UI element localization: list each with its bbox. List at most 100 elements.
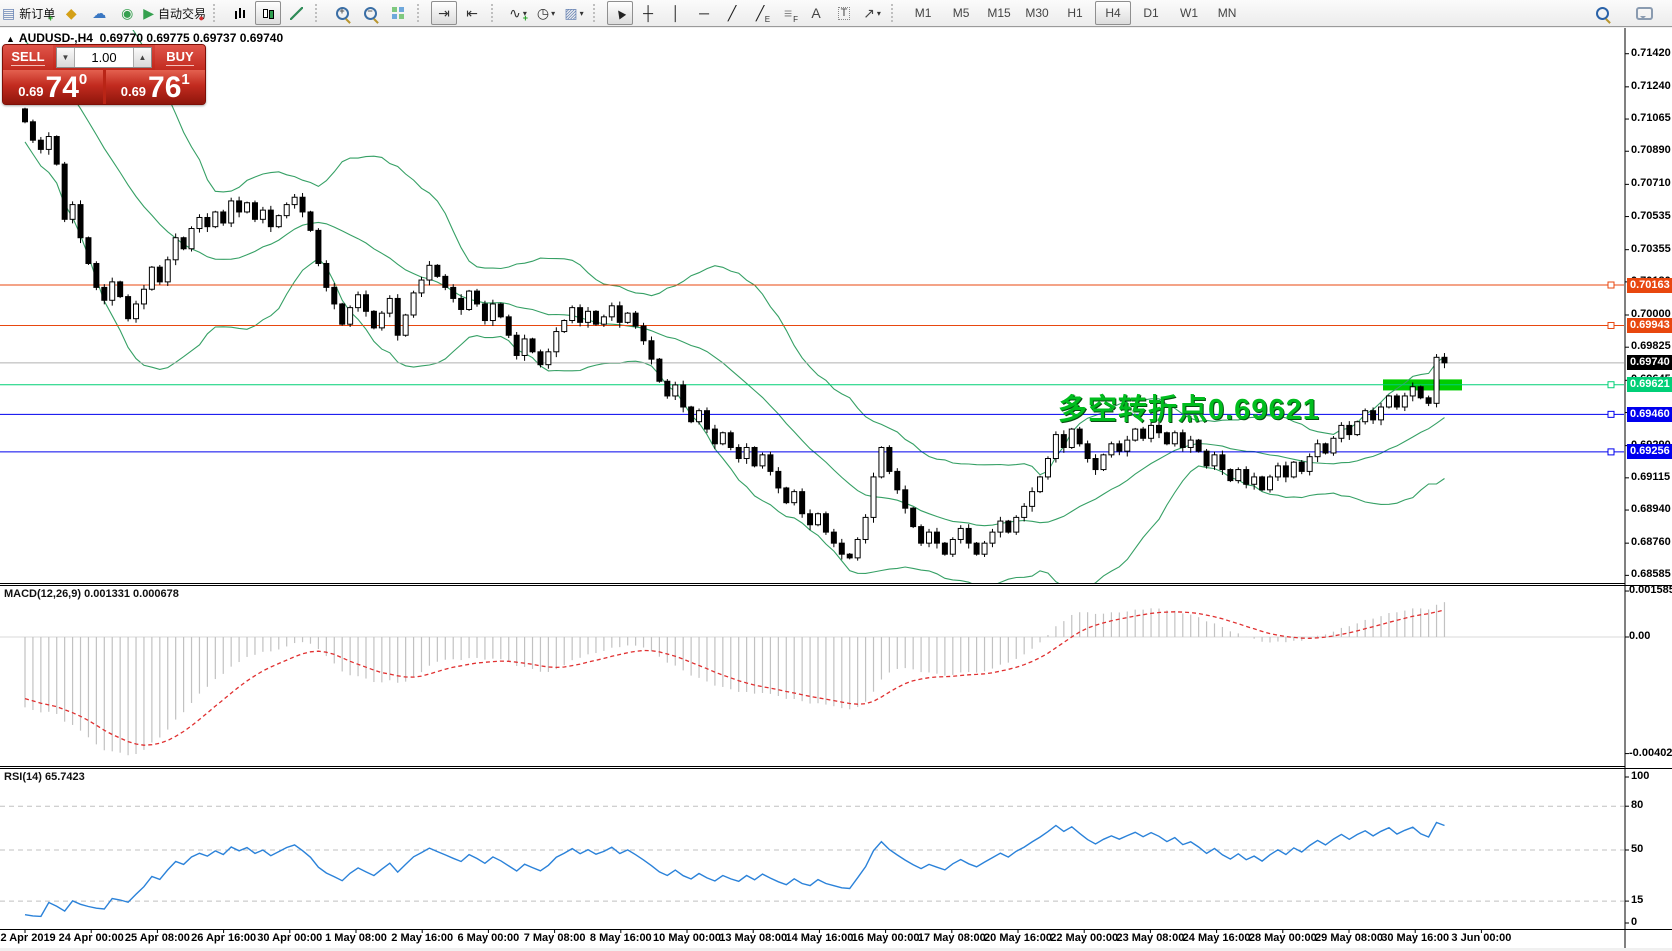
indicators-button[interactable]: ∿ + ▾: [505, 1, 531, 25]
tf-m15[interactable]: M15: [987, 6, 1011, 20]
candle: [592, 310, 599, 325]
indicators-icon: ∿: [509, 5, 521, 21]
vertical-line-icon: │: [671, 5, 681, 21]
cursor-button[interactable]: ▲: [607, 1, 634, 25]
zoom-out-button[interactable]: −: [357, 1, 383, 25]
crosshair-button[interactable]: ┼: [635, 1, 661, 25]
tf-m30[interactable]: M30: [1025, 6, 1049, 20]
zoom-in-button[interactable]: +: [329, 1, 355, 25]
sell-price[interactable]: 0.69 74 0: [3, 70, 103, 104]
fibonacci-button[interactable]: ≡ F: [783, 5, 799, 24]
candle: [323, 262, 330, 288]
vertical-line-button[interactable]: │: [663, 1, 689, 25]
tile-windows-button[interactable]: [385, 1, 411, 25]
rsi-axis-label: 0: [1631, 916, 1638, 928]
candle: [735, 446, 742, 460]
arrows-button[interactable]: ↗ ▾: [859, 1, 885, 25]
candle: [442, 275, 449, 288]
bar-chart-button[interactable]: [227, 1, 253, 25]
volume-increase-button[interactable]: ▲: [133, 48, 151, 67]
chart-area[interactable]: 0.71420 0.71240 0.71065 0.70890 0.70710 0.705…: [0, 28, 1672, 948]
candle: [1243, 469, 1250, 485]
candle: [1354, 421, 1361, 436]
community-button[interactable]: ☁: [86, 1, 112, 25]
candle: [101, 286, 108, 301]
text-label-button[interactable]: T: [831, 1, 857, 25]
chart-shift-icon: ⇤: [466, 5, 478, 21]
candle: [196, 216, 203, 230]
candle: [648, 340, 655, 360]
tf-m1[interactable]: M1: [914, 6, 932, 20]
candle: [553, 331, 560, 353]
candle: [339, 303, 346, 325]
new-order-button[interactable]: ▤ + 新订单: [1, 1, 56, 25]
time-axis-label: 22 Apr 2019: [0, 932, 56, 944]
time-axis-label: 8 May 16:00: [589, 932, 652, 944]
candle: [1441, 356, 1448, 364]
periods-button[interactable]: ◷ ▾: [533, 1, 559, 25]
gold-button[interactable]: ◆: [58, 1, 84, 25]
panel-collapse-icon[interactable]: ▲: [6, 34, 15, 44]
candle: [1037, 476, 1044, 493]
candle: [85, 237, 92, 264]
candle: [188, 228, 195, 250]
level-badge-70163: 0.70163: [1627, 277, 1672, 293]
line-chart-button[interactable]: [283, 1, 309, 25]
candle: [156, 266, 163, 283]
candle: [941, 542, 948, 555]
hline-anchor[interactable]: [1607, 281, 1615, 289]
hline-anchor[interactable]: [1607, 448, 1615, 456]
tf-h4[interactable]: H4: [1095, 1, 1132, 25]
candle: [1203, 450, 1210, 467]
search-button[interactable]: [1589, 1, 1615, 25]
candle: [949, 538, 956, 555]
channel-button[interactable]: ╱ E: [755, 5, 771, 24]
price-tick-label: 0.68585: [1631, 568, 1671, 581]
volume-decrease-button[interactable]: ▼: [57, 48, 75, 67]
chart-overlay: 0.71420 0.71240 0.71065 0.70890 0.70710 0.705…: [0, 28, 1672, 948]
chart-canvas[interactable]: [0, 28, 1672, 948]
candle: [1235, 469, 1242, 482]
candle: [1306, 456, 1313, 472]
tf-m5[interactable]: M5: [952, 6, 970, 20]
candle: [109, 281, 116, 301]
chat-button[interactable]: [1631, 1, 1657, 25]
candle: [759, 454, 766, 467]
hline-anchor[interactable]: [1607, 321, 1615, 329]
autotrade-button[interactable]: ▶ ● 自动交易: [142, 1, 207, 25]
candle: [1021, 505, 1028, 518]
auto-scroll-button[interactable]: ⇥: [431, 1, 458, 25]
sell-button[interactable]: SELL: [3, 45, 53, 70]
text-button[interactable]: A: [803, 1, 829, 25]
templates-button[interactable]: ▨ ▾: [561, 1, 587, 25]
autotrade-button-label: 自动交易: [158, 6, 207, 21]
volume-input[interactable]: [75, 49, 133, 66]
candle: [711, 428, 718, 445]
price-tick-label: 0.69115: [1631, 470, 1671, 483]
candle: [783, 487, 790, 504]
candle: [291, 196, 298, 206]
tf-d1[interactable]: D1: [1143, 6, 1159, 20]
tf-mn[interactable]: MN: [1217, 6, 1237, 20]
candle: [656, 358, 663, 382]
tf-h1[interactable]: H1: [1067, 6, 1083, 20]
bollinger-middle: [24, 40, 1445, 527]
hline-anchor[interactable]: [1607, 381, 1615, 389]
candle: [1140, 428, 1147, 439]
trendline-button[interactable]: ╱: [719, 1, 745, 25]
chart-shift-button[interactable]: ⇤: [459, 1, 485, 25]
tf-w1[interactable]: W1: [1180, 6, 1199, 20]
horizontal-line-button[interactable]: ─: [691, 1, 717, 25]
buy-price[interactable]: 0.69 76 1: [105, 70, 205, 104]
candlestick-button[interactable]: [255, 1, 282, 25]
buy-button[interactable]: BUY: [155, 45, 205, 70]
text-icon: A: [811, 5, 821, 21]
candle: [1148, 424, 1155, 439]
hline-anchor[interactable]: [1607, 410, 1615, 418]
signals-button[interactable]: ◉: [114, 1, 140, 25]
candle: [466, 290, 473, 310]
candle: [751, 446, 758, 467]
level-badge-69256: 0.69256: [1627, 444, 1672, 460]
turning-point-annotation[interactable]: 多空转折点0.69621: [1058, 394, 1320, 426]
